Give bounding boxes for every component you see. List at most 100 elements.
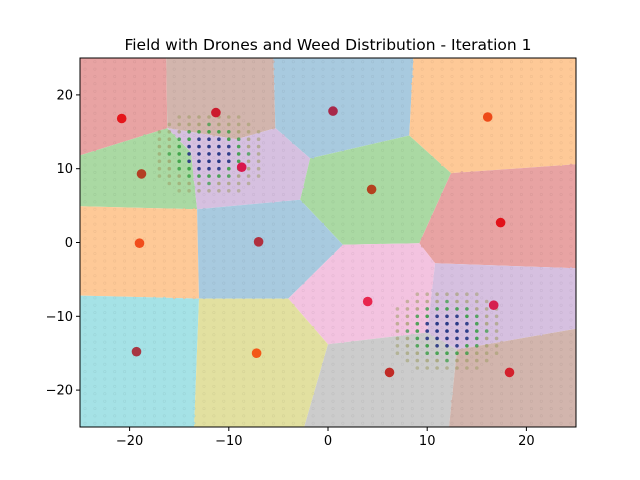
field-sample-dot xyxy=(103,244,107,248)
field-sample-dot xyxy=(490,281,494,285)
field-sample-dot xyxy=(549,333,553,337)
field-sample-dot xyxy=(182,399,186,403)
field-sample-dot xyxy=(490,104,494,108)
weed-point-cluster-2 xyxy=(425,314,430,319)
field-sample-dot xyxy=(202,414,206,418)
field-sample-dot xyxy=(172,355,176,359)
field-sample-dot xyxy=(242,318,246,322)
field-sample-dot xyxy=(162,97,166,101)
field-sample-dot xyxy=(460,311,464,315)
field-sample-dot xyxy=(460,89,464,93)
field-sample-dot xyxy=(202,141,206,145)
field-sample-dot xyxy=(192,163,196,167)
field-sample-dot xyxy=(321,134,325,138)
field-sample-dot xyxy=(430,141,434,145)
field-sample-dot xyxy=(460,407,464,411)
field-sample-dot xyxy=(152,207,156,211)
field-sample-dot xyxy=(400,148,404,152)
field-sample-dot xyxy=(519,362,523,366)
weed-point-cluster-1 xyxy=(227,130,231,134)
field-sample-dot xyxy=(351,215,355,219)
field-sample-dot xyxy=(470,252,474,256)
field-sample-dot xyxy=(222,281,226,285)
field-sample-dot xyxy=(490,311,494,315)
field-sample-dot xyxy=(440,252,444,256)
field-sample-dot xyxy=(569,340,573,344)
weed-point-cluster-2 xyxy=(435,314,439,319)
field-sample-dot xyxy=(500,347,504,351)
field-sample-dot xyxy=(490,399,494,403)
field-sample-dot xyxy=(450,288,454,292)
field-sample-dot xyxy=(361,67,365,71)
field-sample-dot xyxy=(162,82,166,86)
field-sample-dot xyxy=(509,252,513,256)
field-sample-dot xyxy=(261,141,265,145)
field-sample-dot xyxy=(202,355,206,359)
field-sample-dot xyxy=(143,355,147,359)
field-sample-dot xyxy=(470,215,474,219)
field-sample-dot xyxy=(410,318,414,322)
field-sample-dot xyxy=(390,274,394,278)
field-sample-dot xyxy=(202,111,206,115)
field-sample-dot xyxy=(420,200,424,204)
field-sample-dot xyxy=(83,392,87,396)
weed-point-cluster-1 xyxy=(197,144,201,149)
field-sample-dot xyxy=(222,370,226,374)
field-sample-dot xyxy=(271,126,275,130)
field-sample-dot xyxy=(509,104,513,108)
field-sample-dot xyxy=(450,193,454,197)
field-sample-dot xyxy=(93,296,97,300)
field-sample-dot xyxy=(529,141,533,145)
field-sample-dot xyxy=(182,281,186,285)
field-sample-dot xyxy=(341,414,345,418)
field-sample-dot xyxy=(440,156,444,160)
field-sample-dot xyxy=(490,421,494,425)
field-sample-dot xyxy=(93,178,97,182)
field-sample-dot xyxy=(152,384,156,388)
field-sample-dot xyxy=(420,384,424,388)
field-sample-dot xyxy=(559,126,563,130)
field-sample-dot xyxy=(222,178,226,182)
field-sample-dot xyxy=(301,163,305,167)
field-sample-dot xyxy=(162,193,166,197)
field-sample-dot xyxy=(539,119,543,123)
field-sample-dot xyxy=(390,222,394,226)
field-sample-dot xyxy=(509,274,513,278)
weed-point-cluster-1 xyxy=(217,130,221,134)
field-sample-dot xyxy=(83,141,87,145)
field-sample-dot xyxy=(519,347,523,351)
field-sample-dot xyxy=(351,311,355,315)
field-sample-dot xyxy=(93,288,97,292)
field-sample-dot xyxy=(569,333,573,337)
field-sample-dot xyxy=(123,75,127,79)
field-sample-dot xyxy=(371,148,375,152)
field-sample-dot xyxy=(509,148,513,152)
field-sample-dot xyxy=(182,421,186,425)
region-5 xyxy=(80,128,198,210)
field-sample-dot xyxy=(271,333,275,337)
field-sample-dot xyxy=(321,119,325,123)
field-sample-dot xyxy=(113,362,117,366)
weed-point-cluster-2 xyxy=(494,351,499,356)
field-sample-dot xyxy=(500,377,504,381)
field-sample-dot xyxy=(390,421,394,425)
field-sample-dot xyxy=(400,355,404,359)
field-sample-dot xyxy=(113,97,117,101)
field-sample-dot xyxy=(133,407,137,411)
field-sample-dot xyxy=(123,303,127,307)
field-sample-dot xyxy=(480,178,484,182)
field-sample-dot xyxy=(351,288,355,292)
field-sample-dot xyxy=(93,237,97,241)
field-sample-dot xyxy=(123,421,127,425)
field-sample-dot xyxy=(271,178,275,182)
field-sample-dot xyxy=(291,222,295,226)
field-sample-dot xyxy=(400,244,404,248)
field-sample-dot xyxy=(162,392,166,396)
field-sample-dot xyxy=(430,362,434,366)
field-sample-dot xyxy=(381,104,385,108)
field-sample-dot xyxy=(460,392,464,396)
field-sample-dot xyxy=(291,325,295,329)
field-sample-dot xyxy=(390,333,394,337)
field-sample-dot xyxy=(529,119,533,123)
field-sample-dot xyxy=(261,222,265,226)
